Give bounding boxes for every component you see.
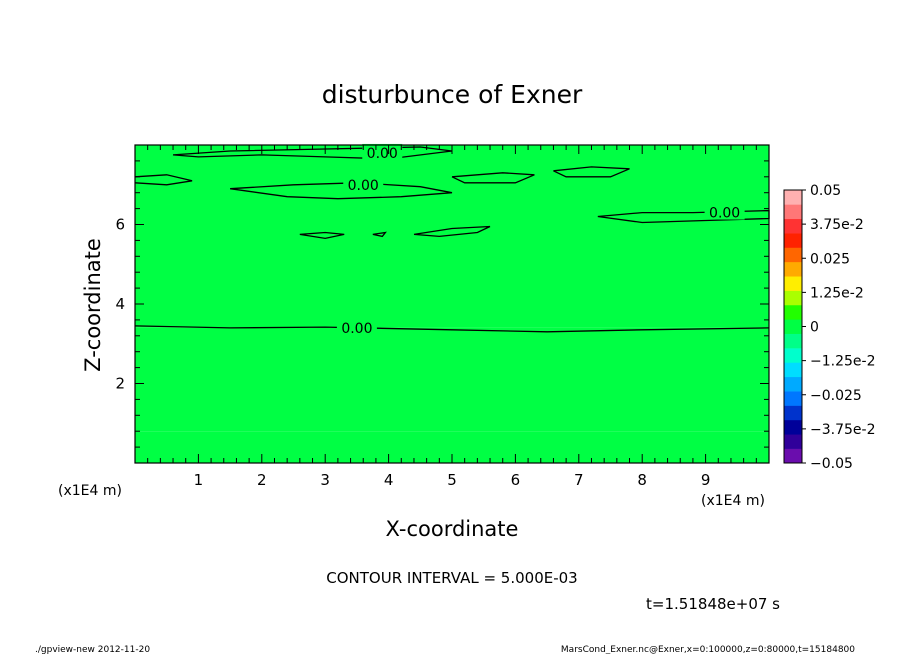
contour-line bbox=[451, 172, 535, 184]
x-tick-label: 1 bbox=[194, 471, 204, 489]
x-tick-label: 4 bbox=[384, 471, 394, 489]
contour-line bbox=[230, 182, 453, 200]
contour-interval-note: CONTOUR INTERVAL = 5.000E-03 bbox=[326, 569, 577, 587]
contour-line bbox=[413, 225, 491, 238]
colorbar-swatch bbox=[784, 376, 802, 392]
colorbar-swatch bbox=[784, 204, 802, 220]
contour-label-background bbox=[362, 143, 403, 160]
contour-label-background bbox=[343, 175, 384, 192]
footer-program-date: ./gpview-new 2012-11-20 bbox=[35, 645, 150, 654]
colorbar-swatch bbox=[784, 405, 802, 421]
x-tick-label: 7 bbox=[574, 471, 584, 489]
colorbar-swatch bbox=[784, 419, 802, 435]
colorbar-swatch bbox=[784, 391, 802, 406]
colorbar-tick-label: −1.25e-2 bbox=[810, 354, 875, 370]
colorbar-swatch bbox=[784, 261, 802, 277]
colorbar-tick-label: −0.05 bbox=[810, 456, 853, 472]
y-tick-label: 6 bbox=[115, 216, 125, 234]
contour-label: 0.00 bbox=[709, 206, 740, 222]
colorbar-swatch bbox=[784, 319, 802, 334]
colorbar-tick-label: 0 bbox=[810, 320, 819, 336]
colorbar-swatch bbox=[784, 448, 802, 464]
y-tick-label: 4 bbox=[115, 295, 125, 313]
contour-line bbox=[372, 231, 387, 238]
colorbar-swatch bbox=[784, 233, 802, 248]
field-band bbox=[135, 327, 769, 432]
colorbar-swatch bbox=[784, 276, 802, 291]
footer-file-info: MarsCond_Exner.nc@Exner,x=0:100000,z=0:8… bbox=[561, 645, 855, 654]
colorbar-labels: 0.05 3.75e-2 0.025 1.25e-2 0 −1.25e-2 −0.025 −3… bbox=[802, 183, 875, 472]
x-tick-label: 3 bbox=[320, 471, 330, 489]
contour-line bbox=[553, 166, 630, 178]
colorbar-tick-label: 3.75e-2 bbox=[810, 217, 864, 233]
x-tick-label: 5 bbox=[447, 471, 457, 489]
colorbar-swatch bbox=[784, 304, 802, 320]
chart-title: disturbunce of Exner bbox=[322, 80, 583, 109]
x-axis-label: X-coordinate bbox=[386, 517, 519, 541]
contour-label: 0.00 bbox=[341, 321, 372, 337]
contour-line bbox=[134, 174, 193, 186]
colorbar-swatch bbox=[784, 218, 802, 234]
x-tick-label: 8 bbox=[637, 471, 647, 489]
colorbar-swatch bbox=[784, 348, 802, 363]
field-band bbox=[135, 145, 769, 328]
colorbar-swatch bbox=[784, 290, 802, 306]
y-axis-label: Z-coordinate bbox=[81, 238, 105, 372]
contour-line bbox=[299, 231, 345, 240]
contour-lines bbox=[134, 146, 770, 333]
colorbar-swatch bbox=[784, 247, 802, 263]
colorbar-tick-label: −0.025 bbox=[810, 388, 862, 404]
colorbar bbox=[783, 189, 803, 464]
y-tick-label: 2 bbox=[115, 375, 125, 393]
contour-label-background bbox=[704, 203, 745, 220]
x-unit-right: (x1E4 m) bbox=[701, 493, 765, 509]
colorbar-tick-label: −3.75e-2 bbox=[810, 422, 875, 438]
plot-area bbox=[135, 145, 769, 463]
contour-label: 0.00 bbox=[367, 146, 398, 162]
x-tick-label: 9 bbox=[701, 471, 711, 489]
colorbar-tick-label: 0.025 bbox=[810, 251, 850, 267]
contour-labels: 0.00 0.00 0.00 0.00 bbox=[336, 143, 745, 337]
contour-label: 0.00 bbox=[348, 178, 379, 194]
axis-ticks bbox=[134, 144, 770, 464]
x-unit-left: (x1E4 m) bbox=[58, 483, 122, 499]
time-stamp: t=1.51848e+07 s bbox=[646, 595, 780, 613]
colorbar-swatch bbox=[784, 190, 802, 205]
colorbar-tick-label: 1.25e-2 bbox=[810, 285, 864, 301]
contour-line bbox=[172, 146, 453, 160]
axis-tick-labels: 1 2 3 4 5 6 7 8 9 2 4 6 bbox=[115, 216, 710, 490]
x-tick-label: 2 bbox=[257, 471, 267, 489]
colorbar-swatch bbox=[784, 434, 802, 449]
contour-line bbox=[134, 325, 770, 333]
colorbar-tick-label: 0.05 bbox=[810, 183, 841, 199]
colorbar-swatch bbox=[784, 362, 802, 378]
x-tick-label: 6 bbox=[511, 471, 521, 489]
colorbar-swatch bbox=[784, 333, 802, 349]
contour-label-background bbox=[336, 318, 377, 335]
